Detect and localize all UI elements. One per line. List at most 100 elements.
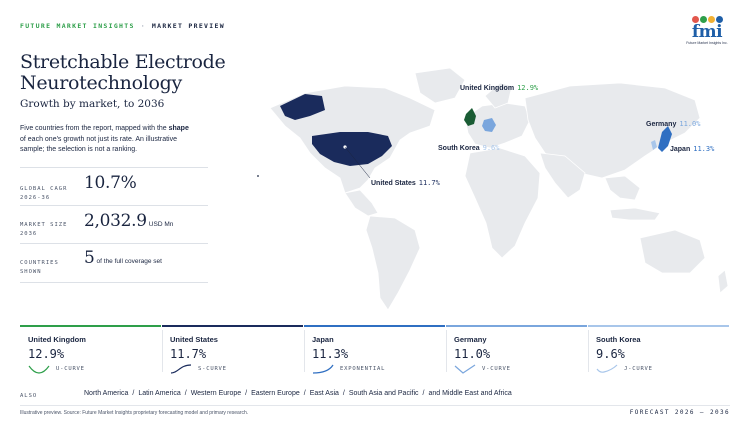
- region-link[interactable]: South Asia and Pacific: [348, 390, 419, 397]
- page-subtitle: Growth by market, to 2036: [20, 98, 165, 110]
- divider: [588, 330, 589, 372]
- landmass-south-asia: [539, 152, 586, 199]
- map-label-name: South Korea: [438, 145, 480, 152]
- land-masses: [269, 67, 729, 311]
- logo-dot: [700, 16, 707, 23]
- logo-dot: [716, 16, 723, 23]
- card-curve-tag: V-CURVE: [482, 366, 511, 372]
- stat-number: 5: [84, 248, 95, 268]
- forecast-period: FORECAST 2026 – 2036: [629, 409, 730, 416]
- map-label-rate: 11.3%: [693, 145, 715, 153]
- region-link[interactable]: North America: [84, 390, 129, 397]
- stat-value-market-size: 2,032.9 USD Mn: [84, 211, 173, 231]
- landmass-indonesia: [609, 207, 661, 221]
- landmass-new-zealand: [717, 269, 729, 294]
- region-separator: /: [245, 390, 248, 397]
- card-curve-tag: U-CURVE: [56, 366, 85, 372]
- u-curve-icon: [28, 365, 50, 374]
- stat-label-market-size: MARKET SIZE 2036: [20, 222, 68, 237]
- stat-value-countries: 5 of the full coverage set: [84, 248, 162, 268]
- card-rate: 11.7%: [170, 347, 207, 361]
- stat-label-countries: COUNTRIES SHOWN: [20, 260, 59, 275]
- also-region-list: North America / Latin America / Western Euro…: [84, 390, 512, 397]
- region-separator: /: [303, 390, 306, 397]
- map-label-germany: Germany 11.0%: [646, 120, 700, 128]
- landmass-europe: [464, 102, 531, 149]
- map-label-south-korea: South Korea 9.6%: [438, 144, 499, 152]
- landmass-scandinavia: [484, 82, 513, 109]
- description-text: Five countries from the report, mapped w…: [20, 125, 169, 132]
- map-label-name: Germany: [646, 121, 677, 128]
- card-curve-tag: J-CURVE: [624, 366, 653, 372]
- region-link[interactable]: Eastern Europe: [251, 390, 300, 397]
- exponential-curve-icon: [312, 364, 334, 374]
- footnote: Illustrative preview. Source: Future Mar…: [20, 410, 249, 416]
- map-label-name: United States: [371, 180, 416, 187]
- card-country-name: Japan: [312, 335, 334, 344]
- j-curve-icon: [596, 364, 618, 373]
- country-south-korea: [651, 140, 657, 150]
- landmass-south-america: [365, 215, 421, 311]
- country-united-states: [312, 132, 392, 166]
- country-card-south-korea[interactable]: South Korea 9.6% J-CURVE: [588, 325, 729, 375]
- divider: [304, 330, 305, 372]
- also-label: ALSO: [20, 393, 38, 399]
- description: Five countries from the report, mapped w…: [20, 124, 190, 156]
- description-emphasis: shape: [168, 125, 189, 132]
- footer-divider: [20, 405, 730, 406]
- map-label-japan: Japan 11.3%: [670, 145, 714, 153]
- stat-number: 10.7%: [84, 173, 137, 193]
- region-separator: /: [184, 390, 187, 397]
- region-separator: /: [132, 390, 135, 397]
- divider: [20, 167, 208, 168]
- divider: [446, 330, 447, 372]
- eyebrow: FUTURE MARKET INSIGHTS · MARKET PREVIEW: [20, 22, 225, 30]
- region-link[interactable]: Western Europe: [190, 390, 242, 397]
- eyebrow-separator: ·: [140, 22, 146, 30]
- world-map: United Kingdom 12.9% Germany 11.0% South K…: [250, 48, 750, 318]
- region-link[interactable]: Latin America: [138, 390, 181, 397]
- map-label-rate: 9.6%: [482, 144, 500, 152]
- s-curve-icon: [170, 364, 192, 374]
- landmass-southeast-asia: [604, 175, 641, 201]
- stat-unit: USD Mn: [148, 221, 174, 228]
- v-curve-icon: [454, 364, 476, 374]
- landmass-africa: [464, 147, 541, 259]
- region-link[interactable]: and Middle East and Africa: [428, 390, 512, 397]
- card-rate: 9.6%: [596, 347, 625, 361]
- country-germany: [482, 118, 496, 132]
- country-japan: [658, 126, 672, 152]
- stat-number: 2,032.9: [84, 211, 147, 231]
- region-separator: /: [342, 390, 345, 397]
- divider: [20, 243, 208, 244]
- region-separator: /: [422, 390, 425, 397]
- world-map-svg: [257, 67, 729, 311]
- map-label-uk: United Kingdom 12.9%: [460, 84, 538, 92]
- logo-dot: [692, 16, 699, 23]
- country-card-uk[interactable]: United Kingdom 12.9% U-CURVE: [20, 325, 161, 375]
- country-card-germany[interactable]: Germany 11.0% V-CURVE: [446, 325, 587, 375]
- pacific-marker-dot: [257, 175, 259, 177]
- card-rate: 12.9%: [28, 347, 65, 361]
- logo-dot: [708, 16, 715, 23]
- divider: [162, 330, 163, 372]
- divider: [20, 205, 208, 206]
- logo-wordmark: fmi: [691, 22, 723, 42]
- landmass-central-america: [344, 189, 379, 217]
- divider: [20, 282, 208, 283]
- logo-tagline: Future Market Insights Inc.: [686, 41, 728, 45]
- map-label-name: United Kingdom: [460, 85, 515, 92]
- country-us-alaska: [280, 94, 325, 120]
- country-united-kingdom: [464, 108, 476, 126]
- card-country-name: South Korea: [596, 335, 641, 344]
- map-label-us: United States 11.7%: [371, 179, 440, 187]
- card-curve-tag: EXPONENTIAL: [340, 366, 386, 372]
- stat-label-cagr: GLOBAL CAGR 2026-36: [20, 186, 68, 201]
- country-card-us[interactable]: United States 11.7% S-CURVE: [162, 325, 303, 375]
- region-link[interactable]: East Asia: [309, 390, 339, 397]
- fmi-logo[interactable]: fmi Future Market Insights Inc.: [684, 14, 730, 45]
- us-leader-line: [344, 146, 371, 179]
- country-card-japan[interactable]: Japan 11.3% EXPONENTIAL: [304, 325, 445, 375]
- description-text: of each one's growth not just its rate. …: [20, 135, 177, 154]
- card-country-name: United States: [170, 335, 218, 344]
